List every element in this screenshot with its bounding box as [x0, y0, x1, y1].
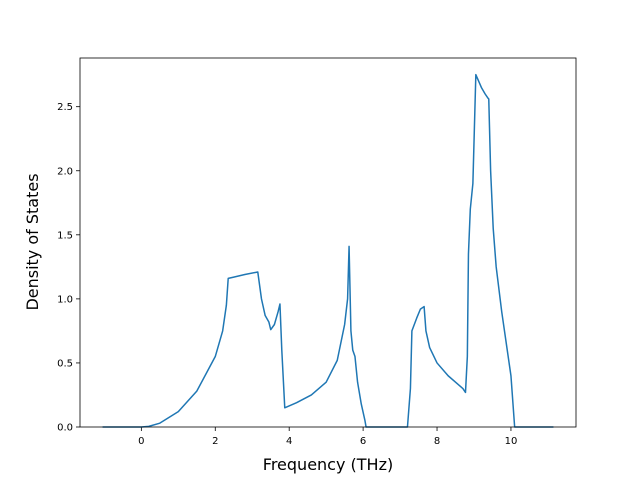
- y-tick-label: 2.5: [57, 102, 73, 113]
- y-tick-label: 0.0: [57, 423, 73, 434]
- y-tick-label: 1.5: [57, 230, 73, 241]
- line: [102, 73, 554, 428]
- y-tick-label: 0.5: [57, 358, 73, 369]
- plot-frame: [79, 57, 577, 428]
- x-tick-label: 8: [434, 436, 440, 447]
- x-tick-label: 0: [138, 436, 144, 447]
- x-tick-label: 10: [505, 436, 518, 447]
- x-axis-label: Frequency (THz): [263, 455, 393, 474]
- x-tick-label: 6: [360, 436, 366, 447]
- y-tick-label: 1.0: [57, 294, 73, 305]
- x-tick-label: 2: [212, 436, 218, 447]
- x-tick-label: 4: [286, 436, 292, 447]
- y-axis-label: Density of States: [23, 173, 42, 310]
- y-tick-label: 2.0: [57, 166, 73, 177]
